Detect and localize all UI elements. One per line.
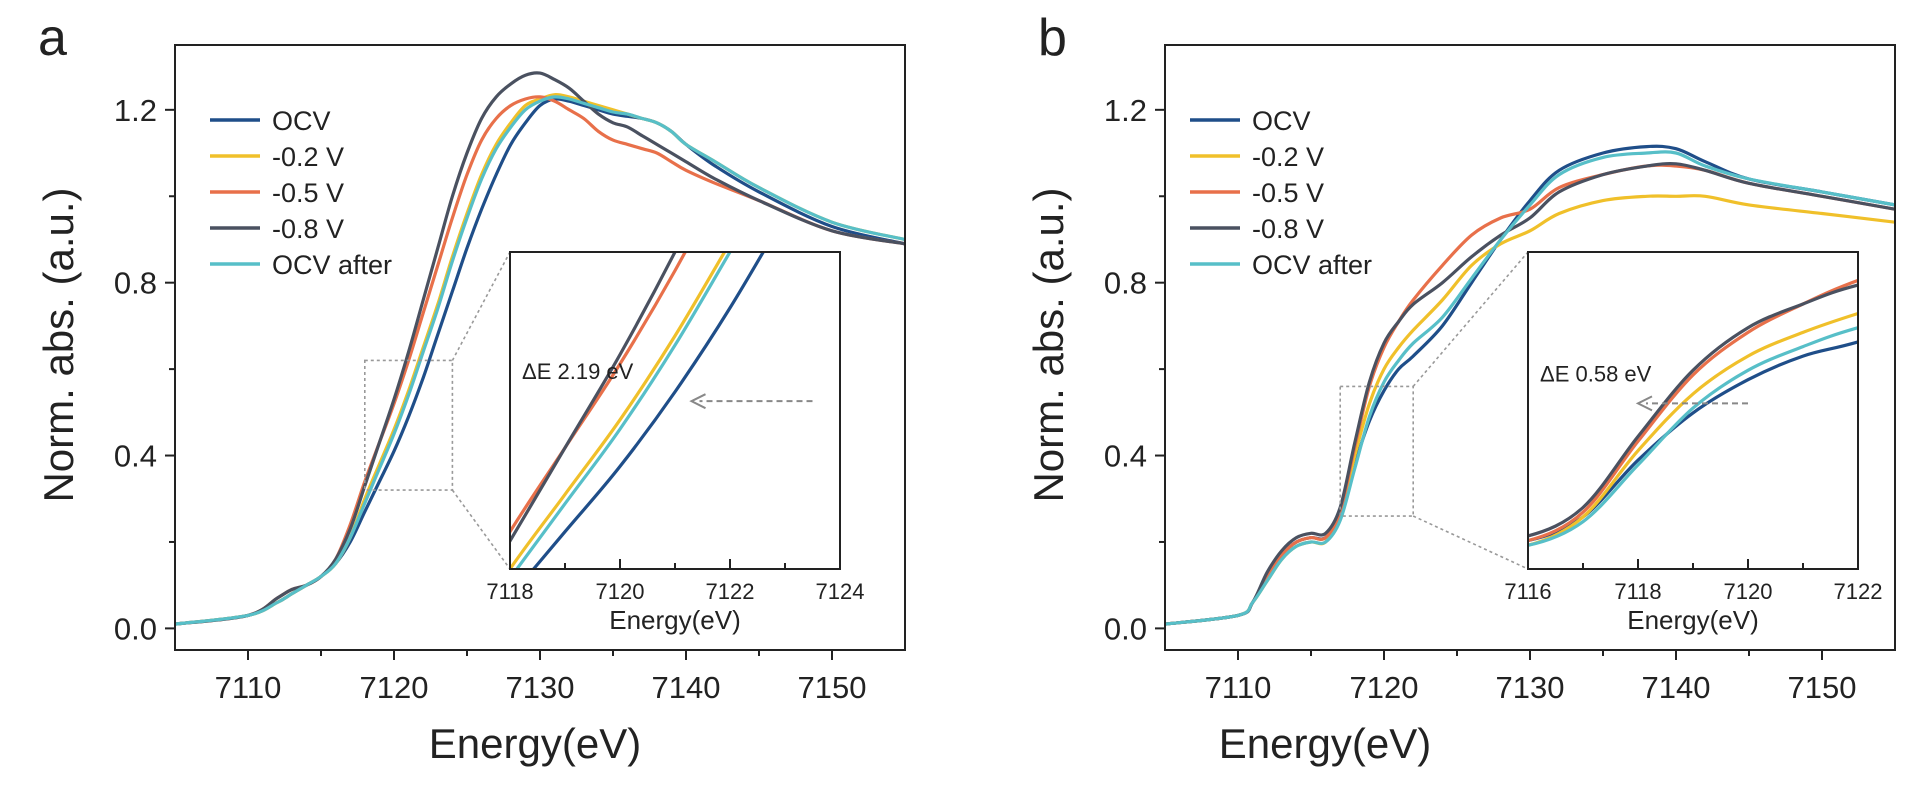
panel-a: a Energy(eV) Norm. abs. (a.u.) 7110 7120 7… — [35, 9, 906, 767]
legend-label-ocv-after: OCV after — [1252, 250, 1372, 280]
legend-label-ocv: OCV — [1252, 106, 1311, 136]
zoom-box — [1339, 385, 1414, 517]
panel-a-y-axis-title: Norm. abs. (a.u.) — [35, 187, 82, 502]
panel-a-delta-label: ΔE 2.19 eV — [522, 359, 634, 384]
zoom-connector-top — [1412, 251, 1529, 387]
panel-a-inset-background — [510, 252, 840, 569]
panel-b-y-ticks: 0.0 0.4 0.8 1.2 — [1104, 93, 1165, 646]
panel-a-x-axis-title: Energy(eV) — [429, 720, 641, 767]
legend-label-0-2-v: -0.2 V — [272, 142, 344, 172]
series-line-ocv-after — [175, 95, 905, 626]
legend-label-0-2-v: -0.2 V — [1252, 142, 1324, 172]
panel-b-inset-ticks: 7116 7118 7120 7122 — [1504, 559, 1882, 604]
panel-b-y-axis-title: Norm. abs. (a.u.) — [1025, 187, 1072, 502]
inset-series-line-0-5-v — [1528, 278, 1858, 543]
panel-b-inset-x-title: Energy(eV) — [1627, 605, 1759, 635]
inset-x-tick-label: 7120 — [1724, 579, 1773, 604]
zoom-connector-bottom — [451, 489, 511, 570]
panel-b-legend: OCV -0.2 V -0.5 V -0.8 V OCV after — [1190, 106, 1372, 280]
inset-x-tick-label: 7122 — [1834, 579, 1883, 604]
x-tick-label: 7120 — [1350, 670, 1419, 705]
zoom-box — [363, 359, 454, 491]
inset-series-line-ocv — [531, 252, 766, 569]
panel-b-delta-label: ΔE 0.58 eV — [1540, 361, 1652, 386]
y-tick-label: 0.4 — [1104, 439, 1147, 474]
panel-b-x-axis-title: Energy(eV) — [1219, 720, 1431, 767]
legend-label-ocv-after: OCV after — [272, 250, 392, 280]
legend-label-ocv: OCV — [272, 106, 331, 136]
x-tick-label: 7110 — [215, 670, 282, 705]
delta-arrow-head — [1635, 395, 1653, 412]
panel-b-letter: b — [1038, 9, 1067, 67]
panel-b-plot-frame — [1164, 44, 1896, 651]
inset-x-tick-label: 7118 — [486, 579, 533, 604]
legend-label-0-8-v: -0.8 V — [1252, 214, 1324, 244]
series-line-0-8-v — [175, 71, 905, 626]
delta-arrow-head — [689, 393, 706, 410]
inset-series-line-0-2-v — [510, 252, 727, 569]
panel-a-y-ticks: 0.0 0.4 0.8 1.2 — [114, 93, 175, 646]
series-line-ocv-after — [1165, 150, 1895, 626]
panel-b-inset: 7116 7118 7120 7122 ΔE 0.58 eV Energy(eV) — [1504, 251, 1882, 635]
inset-x-tick-label: 7120 — [596, 579, 645, 604]
panel-a-inset-ticks: 7118 7120 7122 7124 — [486, 559, 864, 604]
inset-series-line-0-2-v — [1528, 311, 1858, 547]
inset-x-tick-label: 7116 — [1504, 579, 1551, 604]
inset-series-line-ocv-after — [514, 252, 732, 569]
panel-b-series — [1165, 144, 1895, 626]
legend-label-0-5-v: -0.5 V — [1252, 178, 1324, 208]
inset-series-line-0-8-v — [1528, 283, 1858, 538]
x-tick-label: 7150 — [1788, 670, 1857, 705]
legend-label-0-8-v: -0.8 V — [272, 214, 344, 244]
panel-a-series — [175, 71, 905, 626]
panel-b-x-ticks: 7110 7120 7130 7140 7150 — [1205, 650, 1857, 705]
x-tick-label: 7140 — [652, 670, 721, 705]
x-tick-label: 7130 — [506, 670, 575, 705]
y-tick-label: 1.2 — [1104, 93, 1147, 128]
y-tick-label: 0.8 — [114, 266, 157, 301]
y-tick-label: 0.4 — [114, 439, 157, 474]
y-tick-label: 0.0 — [114, 611, 157, 646]
series-line-0-8-v — [1165, 161, 1895, 626]
panel-a-inset-x-title: Energy(eV) — [609, 605, 741, 635]
inset-series-line-ocv-after — [1528, 326, 1858, 547]
inset-series-line-0-5-v — [510, 252, 688, 535]
zoom-connector-top — [451, 251, 511, 361]
inset-x-tick-label: 7122 — [706, 579, 755, 604]
y-tick-label: 0.8 — [1104, 266, 1147, 301]
panel-a-legend: OCV -0.2 V -0.5 V -0.8 V OCV after — [210, 106, 392, 280]
y-tick-label: 0.0 — [1104, 611, 1147, 646]
panel-a-plot-frame — [174, 44, 906, 651]
inset-x-tick-label: 7118 — [1614, 579, 1661, 604]
inset-x-tick-label: 7124 — [816, 579, 865, 604]
x-tick-label: 7110 — [1205, 670, 1272, 705]
panel-a-inset: 7118 7120 7122 7124 ΔE 2.19 eV Energy(eV) — [486, 251, 864, 635]
panel-b-inset-series — [1528, 278, 1858, 547]
panel-a-x-ticks: 7110 7120 7130 7140 7150 — [215, 650, 867, 705]
x-tick-label: 7130 — [1496, 670, 1565, 705]
panel-a-letter: a — [38, 9, 67, 67]
panel-a-zoom-region — [363, 251, 511, 570]
panel-b: b Energy(eV) Norm. abs. (a.u.) 7110 7120 7… — [1025, 9, 1896, 767]
zoom-connector-bottom — [1412, 515, 1529, 570]
legend-label-0-5-v: -0.5 V — [272, 178, 344, 208]
x-tick-label: 7120 — [360, 670, 429, 705]
panel-b-inset-frame — [1527, 251, 1859, 570]
panel-b-zoom-region — [1339, 251, 1529, 570]
y-tick-label: 1.2 — [114, 93, 157, 128]
panel-a-inset-series — [510, 252, 766, 569]
panel-a-inset-frame — [509, 251, 841, 570]
x-tick-label: 7150 — [798, 670, 867, 705]
x-tick-label: 7140 — [1642, 670, 1711, 705]
